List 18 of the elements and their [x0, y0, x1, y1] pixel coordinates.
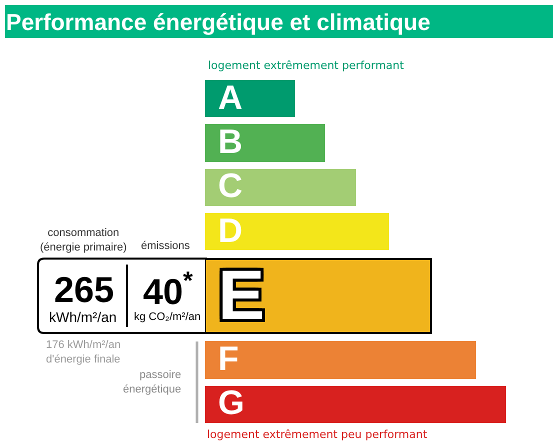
y-tick-label: A: [218, 79, 243, 117]
text: passoire énergétique: [123, 369, 182, 396]
annotation: logement extrêmement performant: [208, 59, 405, 72]
text: 40$^{*}$: [143, 267, 194, 312]
y-tick-label: G: [218, 384, 244, 422]
chart-title: Performance énergétique et climatique: [6, 9, 430, 36]
text: logement extrêmement peu performant: [207, 428, 428, 441]
y-tick-label: D: [218, 212, 243, 250]
y-tick-label: B: [218, 123, 243, 161]
y-tick-label: C: [218, 167, 243, 205]
y-tick-label: E: [218, 256, 265, 334]
text: kWh/m²/an: [49, 309, 117, 325]
text: kg CO₂/m²/an: [134, 311, 201, 323]
text: consommation (énergie primaire): [40, 227, 127, 254]
text: 176 kWh/m²/an d'énergie finale: [46, 339, 121, 366]
text: émissions: [141, 240, 190, 252]
text: 265: [54, 269, 114, 310]
y-tick-label: F: [218, 340, 239, 378]
